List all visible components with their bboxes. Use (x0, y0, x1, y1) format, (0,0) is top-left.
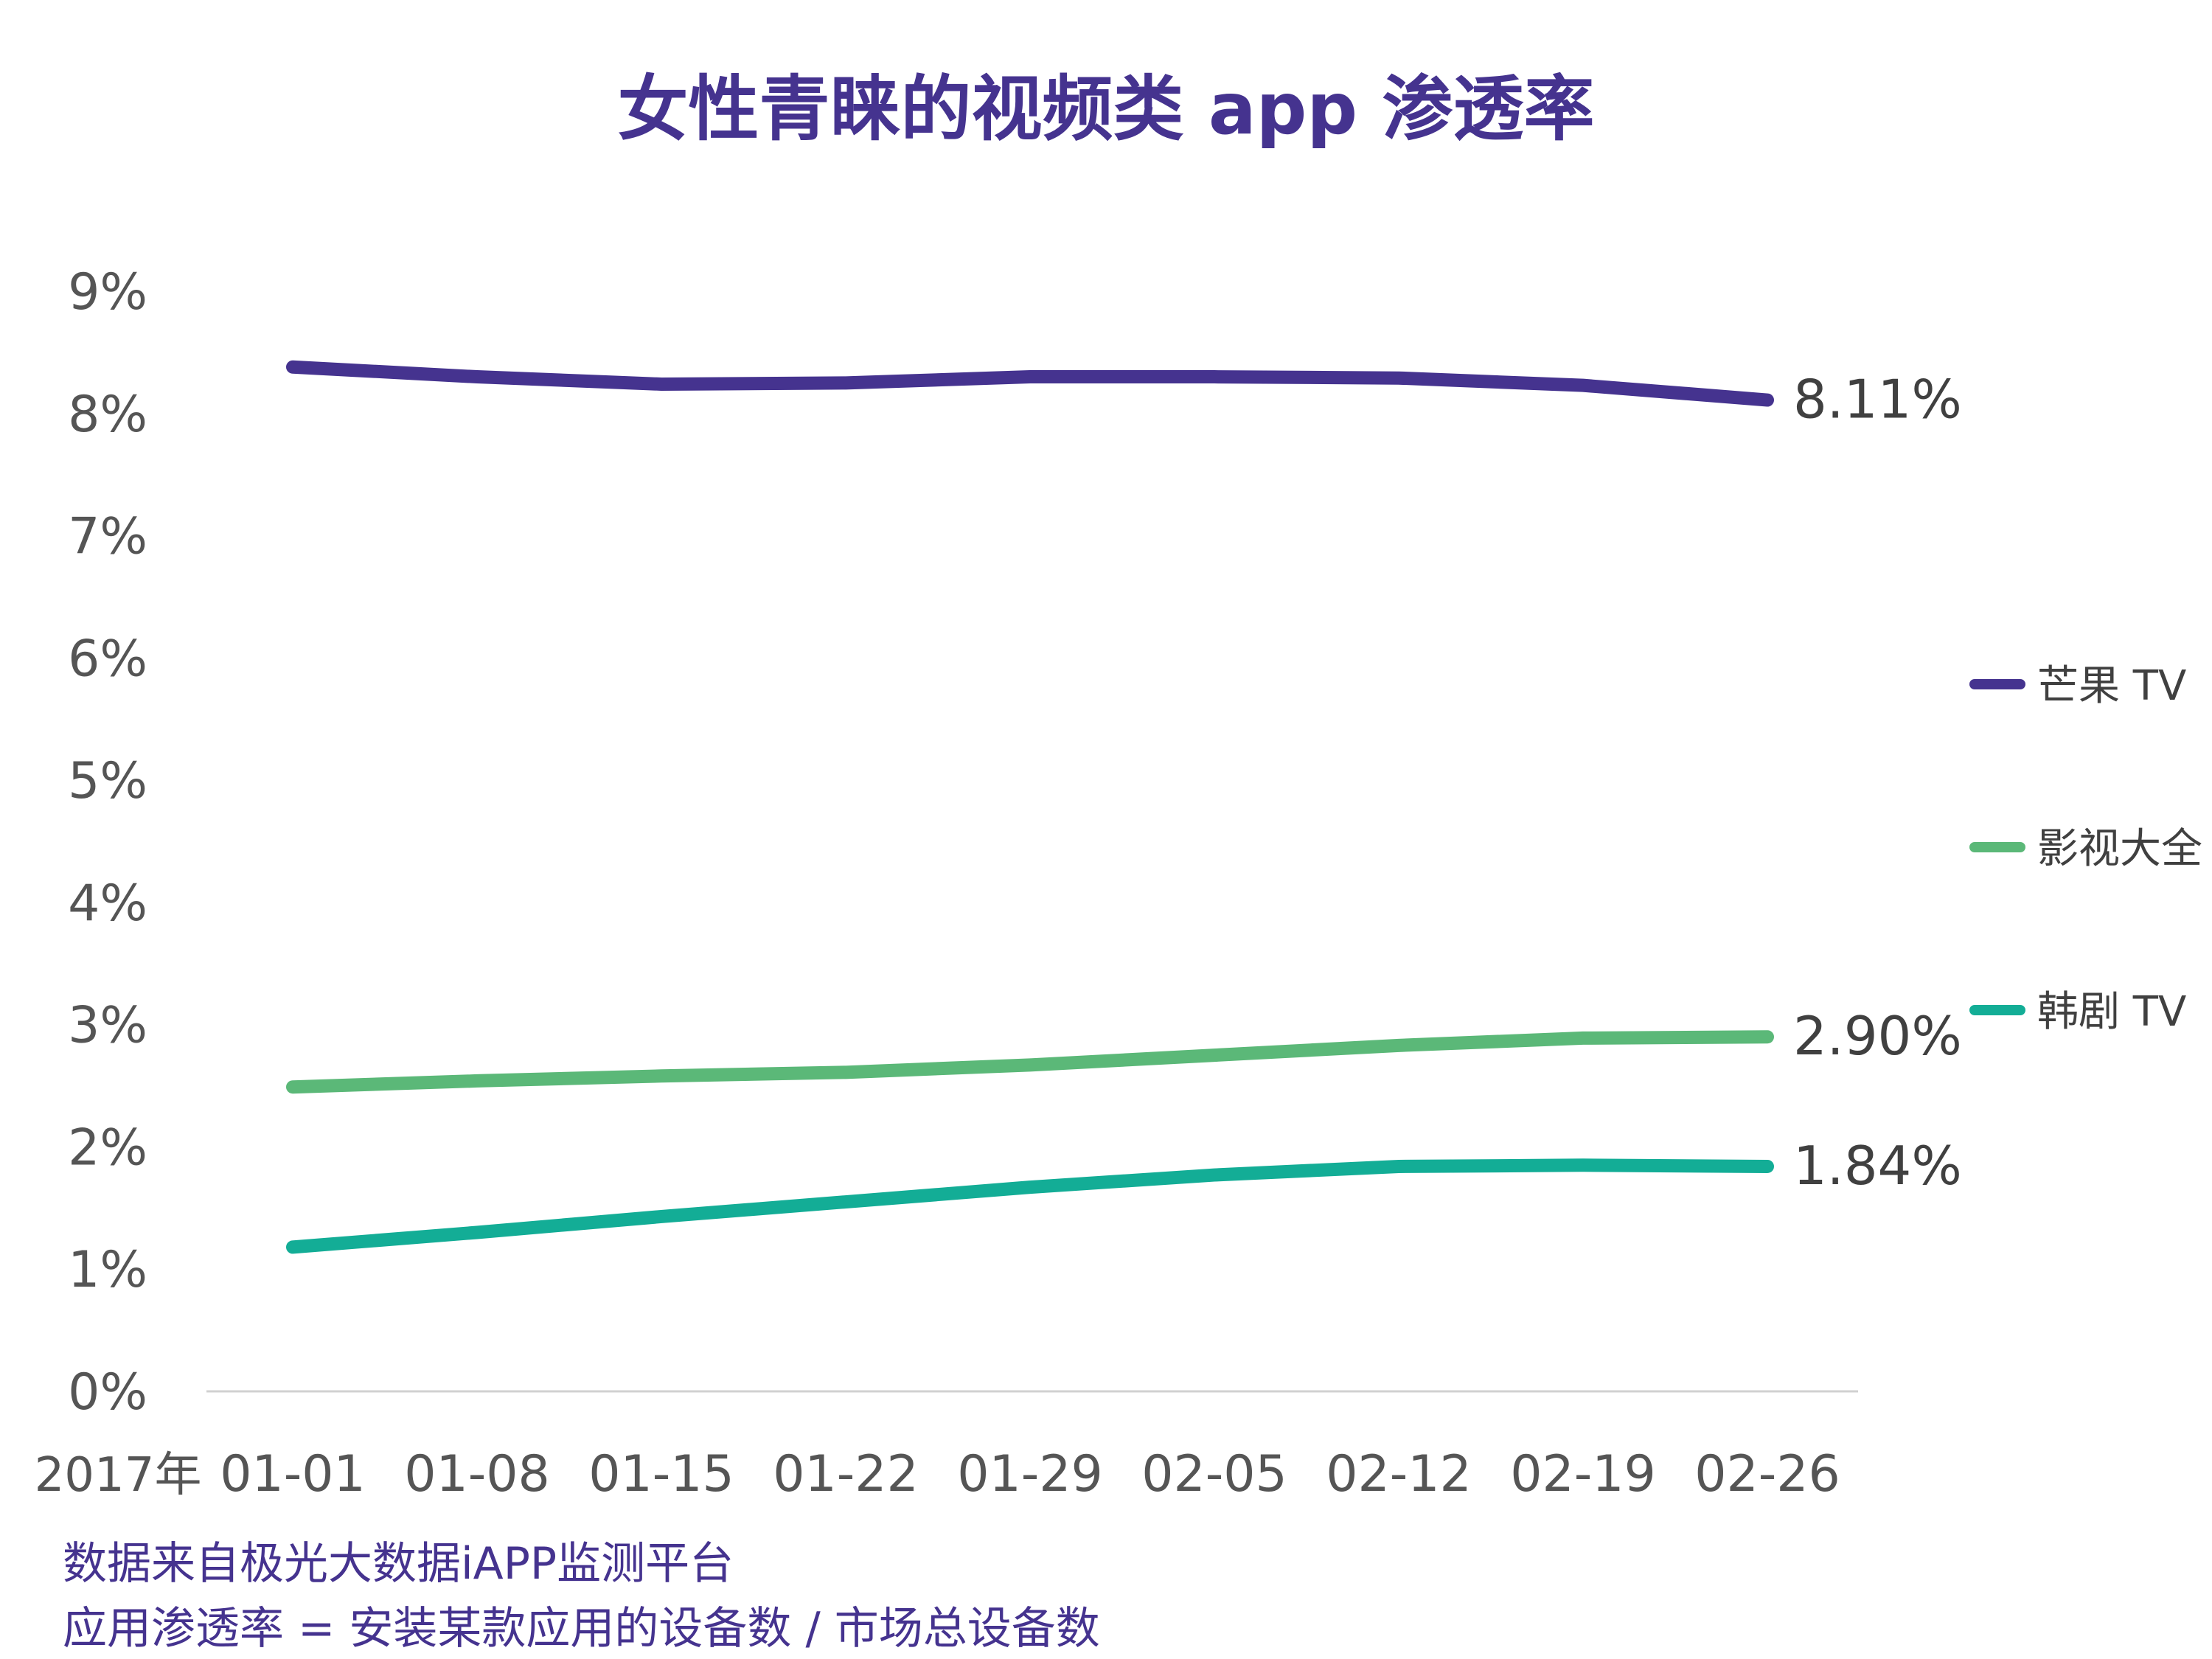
legend-item-1: 影视大全 (1969, 825, 2202, 873)
y-tick-label: 4% (68, 874, 147, 933)
y-tick-label: 0% (68, 1363, 147, 1422)
x-tick-label: 02-19 (1510, 1445, 1656, 1503)
y-axis: 0% 1% 2% 3% 4% 5% 6% 7% 8% 9% (68, 263, 147, 1422)
x-tick-label: 01-01 (220, 1445, 366, 1503)
y-tick-label: 7% (68, 508, 147, 566)
series-line-0 (286, 360, 1774, 407)
y-tick-label: 9% (68, 263, 147, 321)
series-layer: 8.11% 2.90% 1.84% (286, 360, 1962, 1254)
x-tick-label: 02-12 (1326, 1445, 1472, 1503)
legend-item-2: 韩剧 TV (1969, 988, 2186, 1036)
y-tick-label: 3% (68, 997, 147, 1055)
footnote-source: 数据来自极光大数据iAPP监测平台 (63, 1538, 734, 1590)
series-end-label-0: 8.11% (1793, 369, 1962, 431)
series-line-1 (286, 1030, 1774, 1094)
x-tick-label: 02-05 (1141, 1445, 1287, 1503)
y-tick-label: 6% (68, 630, 147, 688)
chart-title: 女性青睐的视频类 app 渗透率 (617, 68, 1595, 150)
x-axis-year-label: 2017年 (35, 1448, 202, 1503)
x-tick-label: 01-15 (588, 1445, 734, 1503)
series-line-2 (286, 1158, 1774, 1254)
footnote-definition: 应用渗透率 = 安装某款应用的设备数 / 市场总设备数 (63, 1603, 1100, 1655)
y-tick-label: 1% (68, 1241, 147, 1299)
x-axis: 2017年 01-01 01-08 01-15 01-22 01-29 02-05 02-12… (35, 1390, 1858, 1503)
x-tick-label: 01-29 (957, 1445, 1103, 1503)
y-tick-label: 2% (68, 1119, 147, 1177)
x-tick-label: 01-22 (773, 1445, 919, 1503)
x-tick-label: 02-26 (1694, 1445, 1840, 1503)
legend-label: 韩剧 TV (2037, 988, 2186, 1036)
legend-label: 芒果 TV (2037, 662, 2186, 710)
y-tick-label: 8% (68, 386, 147, 444)
x-tick-label: 01-08 (404, 1445, 550, 1503)
legend-label: 影视大全 (2037, 825, 2202, 873)
legend-item-0: 芒果 TV (1969, 662, 2186, 710)
series-end-label-2: 1.84% (1793, 1135, 1962, 1197)
y-tick-label: 5% (68, 752, 147, 810)
series-end-label-1: 2.90% (1793, 1005, 1962, 1067)
